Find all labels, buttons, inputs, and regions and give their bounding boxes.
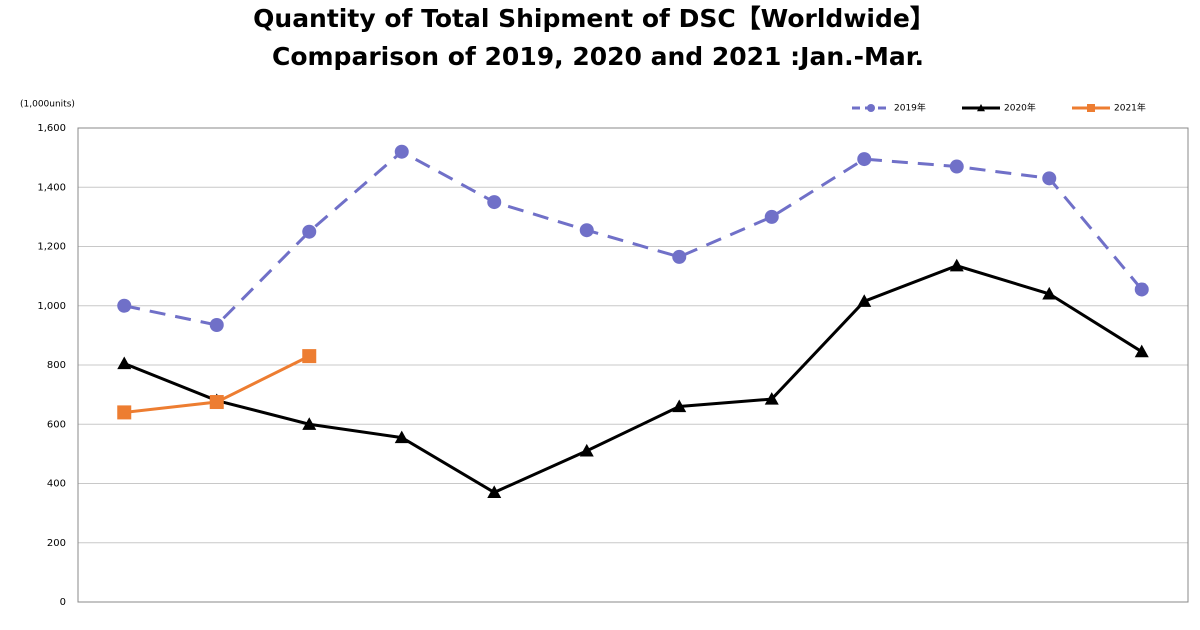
- y-tick-label: 1,600: [37, 123, 66, 134]
- point: [302, 417, 317, 430]
- y-tick-label: 1,400: [37, 182, 66, 193]
- y-tick-label: 1,200: [37, 242, 66, 253]
- point: [949, 258, 964, 272]
- point: [117, 356, 132, 370]
- point: [487, 195, 502, 210]
- point: [117, 405, 132, 420]
- point: [857, 152, 872, 167]
- point: [949, 159, 964, 174]
- legend-label: 2021年: [1114, 102, 1146, 114]
- y-tick-label: 600: [47, 419, 66, 430]
- point: [672, 249, 687, 264]
- legend-label: 2020年: [1004, 102, 1036, 114]
- point: [764, 392, 779, 405]
- legend-label: 2019年: [894, 102, 926, 114]
- point: [302, 224, 317, 239]
- point: [1042, 171, 1057, 186]
- point: [1134, 344, 1149, 358]
- y-tick-label: 200: [47, 538, 66, 549]
- point: [209, 395, 224, 410]
- point: [857, 294, 872, 307]
- legend-symbol: [977, 104, 985, 112]
- point: [579, 223, 594, 238]
- chart-subtitle: Comparison of 2019, 2020 and 2021 :Jan.-…: [272, 42, 924, 71]
- legend-symbol: [867, 104, 875, 112]
- point: [672, 399, 687, 413]
- point: [209, 318, 224, 333]
- point: [394, 144, 409, 159]
- point: [302, 349, 317, 364]
- y-axis-label: (1,000units): [20, 100, 75, 110]
- point: [764, 209, 779, 224]
- series-line: [123, 149, 1143, 327]
- y-tick-label: 800: [47, 360, 66, 371]
- y-tick-label: 400: [47, 479, 66, 490]
- point: [487, 485, 502, 498]
- point: [1134, 282, 1149, 297]
- y-tick-label: 1,000: [37, 301, 66, 312]
- y-tick-label: 0: [60, 597, 66, 608]
- point: [394, 430, 409, 444]
- point: [579, 443, 594, 457]
- series-line: [123, 264, 1143, 495]
- point: [117, 298, 132, 313]
- point: [1042, 286, 1057, 300]
- legend-symbol: [1087, 104, 1095, 112]
- plot-frame: [77, 127, 1189, 603]
- chart-title: Quantity of Total Shipment of DSC【Worldw…: [253, 4, 935, 33]
